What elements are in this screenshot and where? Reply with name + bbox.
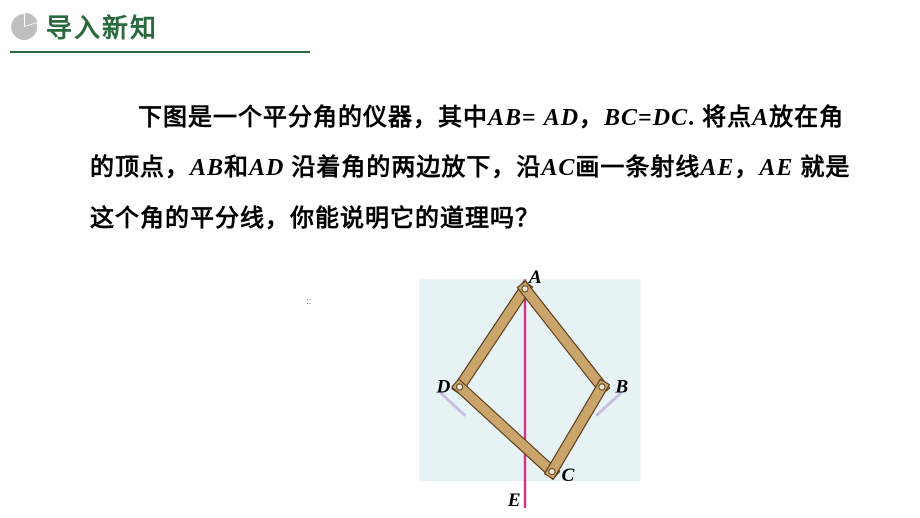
text-4: 和 (224, 155, 249, 181)
var-ab: AB (488, 105, 522, 131)
angle-bisector-diagram: A B D C E (400, 260, 650, 510)
svg-text:A: A (528, 267, 542, 288)
text-1: 下图是一个平分角的仪器，其中 (138, 105, 488, 131)
text-6: 画一条射线 (575, 155, 700, 181)
text-7: ， (734, 155, 759, 181)
var-ae: AE (700, 155, 734, 181)
text-2: . 将点 (688, 105, 752, 131)
var-dc: DC (653, 105, 688, 131)
body-paragraph: 下图是一个平分角的仪器，其中AB= AD，BC=DC. 将点A放在角的顶点，AB… (0, 53, 920, 244)
section-header: 导入新知 (0, 0, 920, 51)
comma1: ， (579, 105, 604, 131)
var-ad: AD (544, 105, 579, 131)
svg-text:D: D (436, 377, 451, 398)
var-a: A (752, 105, 769, 131)
pie-icon (10, 13, 38, 41)
eq1: = (522, 105, 544, 131)
var-ae2: AE (759, 155, 793, 181)
eq2: = (638, 105, 653, 131)
text-5: 沿着角的两边放下，沿 (284, 155, 541, 181)
var-bc: BC (604, 105, 638, 131)
section-title: 导入新知 (46, 8, 158, 45)
svg-text:E: E (507, 490, 521, 510)
svg-text:B: B (614, 377, 628, 398)
svg-text:C: C (562, 465, 575, 486)
var-ac: AC (541, 155, 575, 181)
var-ab2: AB (190, 155, 224, 181)
small-marker: :: (306, 296, 312, 307)
var-ad2: AD (249, 155, 284, 181)
